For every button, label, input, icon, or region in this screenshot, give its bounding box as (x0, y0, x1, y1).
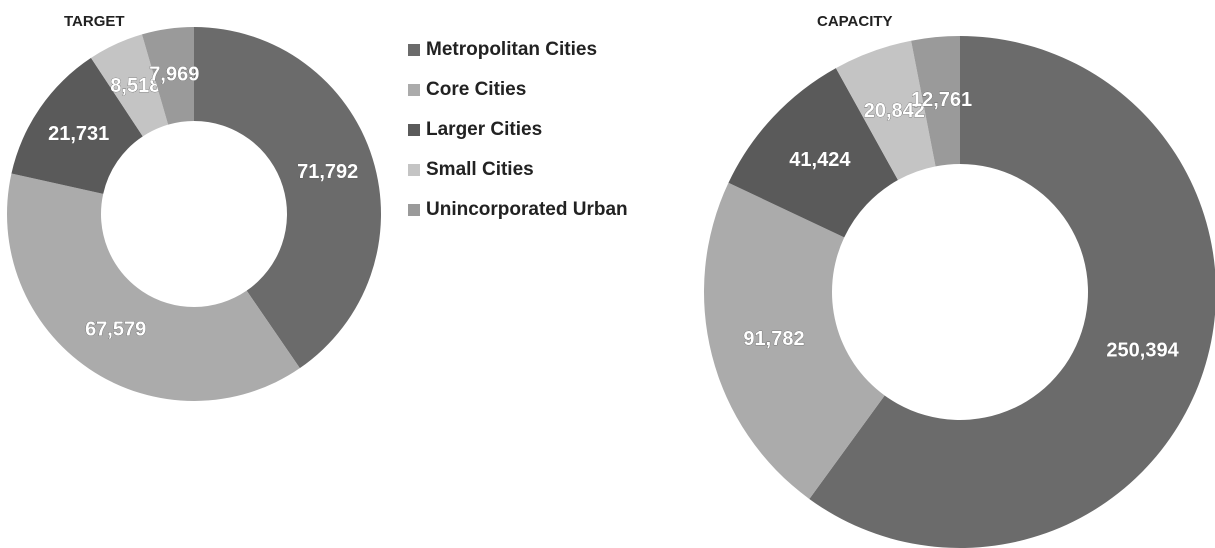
donut-slice (6, 173, 300, 401)
donut-slice (728, 68, 898, 238)
legend-swatch (408, 44, 420, 56)
legend-label: Small Cities (426, 159, 534, 180)
value-label: 71,792 (297, 161, 358, 183)
legend-label: Unincorporated Urban (426, 199, 628, 220)
donut-slice (141, 27, 194, 125)
legend-swatch (408, 164, 420, 176)
value-label: 250,394 (1106, 340, 1179, 362)
donut-slice (194, 27, 381, 369)
legend-label: Larger Cities (426, 119, 542, 140)
value-label: 12,761 (911, 89, 972, 111)
chart-title: TARGET (64, 13, 125, 30)
donut-slice (809, 36, 1215, 548)
chart-title: CAPACITY (817, 13, 893, 30)
donut-slice (91, 34, 169, 137)
legend-swatch (408, 124, 420, 136)
value-label: 7,969 (149, 64, 199, 86)
donut-slice (11, 57, 143, 194)
value-label: 21,731 (48, 123, 109, 145)
value-label: 20,842 (864, 100, 925, 122)
legend-swatch (408, 204, 420, 216)
value-label: 67,579 (85, 318, 146, 340)
legend-swatch (408, 84, 420, 96)
donut-slice (835, 40, 936, 181)
donut-slice (704, 182, 885, 499)
legend-label: Core Cities (426, 79, 526, 100)
legend-label: Metropolitan Cities (426, 39, 597, 60)
donut-slice (911, 36, 960, 167)
value-label: 8,518 (110, 75, 160, 97)
value-label: 41,424 (789, 149, 851, 171)
value-label: 91,782 (743, 328, 804, 350)
